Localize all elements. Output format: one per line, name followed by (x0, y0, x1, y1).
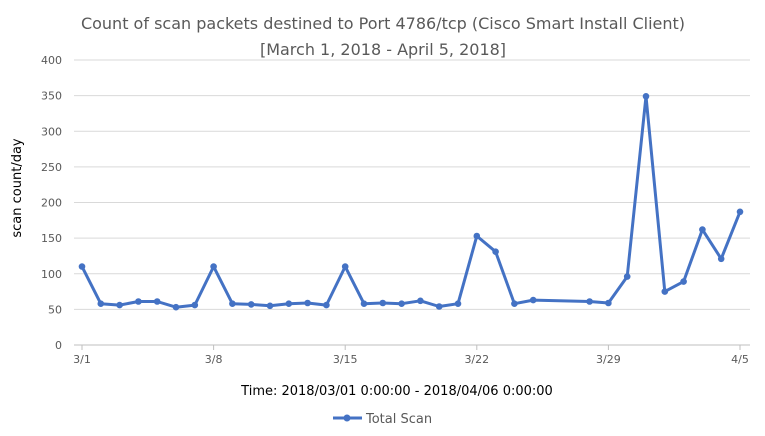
series-total-scan (78, 93, 744, 311)
data-point (360, 300, 368, 308)
data-point (680, 278, 687, 285)
data-point (511, 300, 518, 308)
gridlines (74, 59, 750, 346)
y-tick-label: 400 (41, 54, 62, 67)
data-point (116, 301, 123, 309)
y-tick-label: 200 (41, 197, 62, 210)
data-point (661, 288, 669, 295)
data-point (717, 255, 725, 263)
y-tick-label: 150 (41, 232, 62, 245)
y-axis-label: scan count/day (10, 138, 25, 238)
x-tick-label: 3/1 (73, 353, 91, 366)
legend: Total Scan (333, 412, 432, 427)
data-point (586, 298, 593, 305)
data-point (341, 263, 349, 270)
data-point (398, 300, 405, 308)
y-tick-label: 100 (41, 268, 62, 281)
data-point (454, 300, 462, 308)
x-tick-label: 3/29 (596, 353, 621, 366)
x-tick-label: 4/5 (731, 353, 749, 366)
data-point (153, 298, 161, 305)
data-point (736, 208, 744, 216)
data-point (605, 299, 612, 307)
data-point (78, 263, 86, 270)
chart-subtitle: [March 1, 2018 - April 5, 2018] (260, 40, 506, 59)
data-point (247, 301, 255, 308)
y-axis-ticks: 0 50 100 150 200 250 300 350 400 (41, 54, 62, 352)
chart-title: Count of scan packets destined to Port 4… (81, 14, 685, 33)
y-tick-label: 300 (41, 125, 62, 138)
legend-marker (343, 414, 351, 422)
y-tick-label: 0 (55, 339, 62, 352)
legend-label: Total Scan (365, 412, 432, 427)
data-point (210, 263, 217, 270)
data-point (435, 303, 443, 310)
data-point (266, 302, 274, 310)
x-axis-label: Time: 2018/03/01 0:00:00 - 2018/04/06 0:… (240, 384, 553, 399)
data-point (172, 303, 180, 311)
data-point (529, 296, 537, 304)
data-point (323, 301, 330, 309)
series-line (80, 94, 742, 309)
data-point (642, 93, 650, 100)
data-point (229, 300, 236, 308)
x-tick-label: 3/15 (333, 353, 358, 366)
data-point (285, 300, 293, 308)
data-point (191, 301, 199, 309)
y-tick-label: 350 (41, 90, 62, 103)
data-point (699, 226, 706, 233)
y-tick-label: 50 (48, 303, 62, 316)
data-point (304, 299, 311, 307)
y-tick-label: 250 (41, 161, 62, 174)
data-point (623, 273, 631, 280)
data-point (97, 300, 105, 308)
data-point (417, 297, 424, 305)
data-point (492, 248, 499, 255)
data-point (135, 298, 142, 305)
data-point (473, 232, 481, 240)
data-point (379, 299, 387, 307)
x-tick-label: 3/22 (464, 353, 489, 366)
x-axis-ticks: 3/1 3/8 3/15 3/22 3/29 4/5 (73, 345, 749, 366)
x-tick-label: 3/8 (205, 353, 223, 366)
